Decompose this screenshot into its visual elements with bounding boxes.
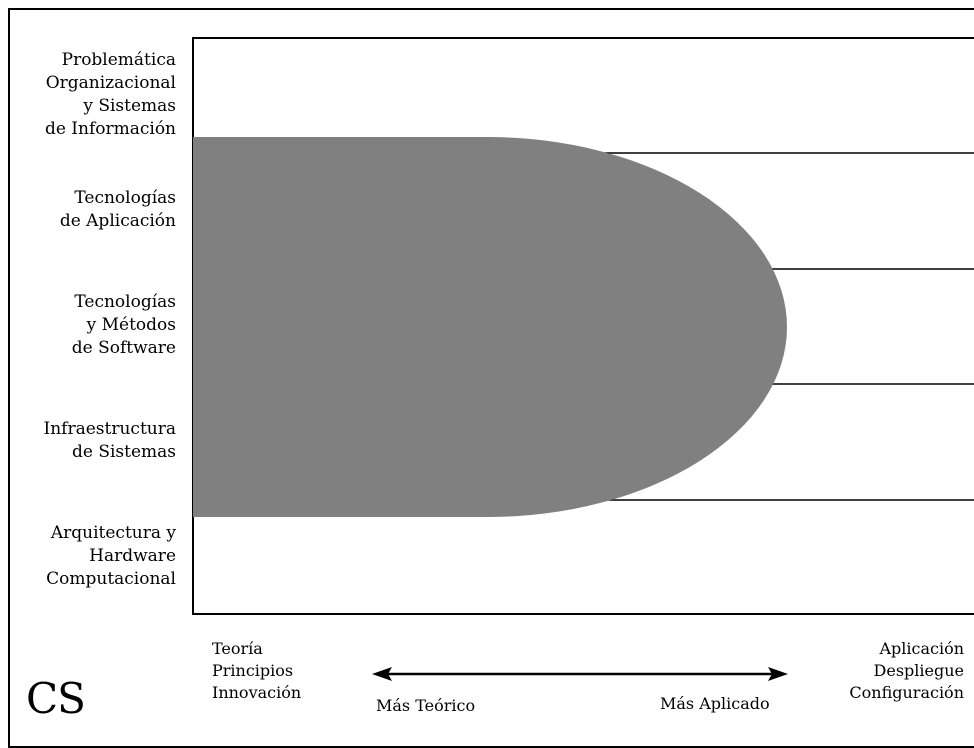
row-label-organizational: Problemática Organizacional y Sistemas d… [45, 49, 176, 141]
row-label-line: de Sistemas [71, 442, 176, 462]
arrow-head-left-icon [372, 667, 392, 681]
coverage-region [193, 137, 787, 517]
row-label-line: de Software [71, 338, 176, 358]
row-label-line: Arquitectura y [50, 523, 176, 543]
discipline-diagram [192, 37, 974, 681]
row-label-systems-infrastructure: Infraestructura de Sistemas [44, 418, 176, 464]
row-label-line: Tecnologías [74, 292, 176, 312]
row-label-software-methods: Tecnologías y Métodos de Software [72, 291, 176, 360]
row-label-line: Infraestructura [43, 419, 176, 439]
axis-end-line: Despliegue [873, 661, 964, 680]
axis-end-line: Innovación [212, 683, 302, 702]
application-end-label: Aplicación Despliegue Configuración [849, 638, 964, 704]
row-label-line: Computacional [46, 569, 176, 589]
row-label-line: Hardware [89, 546, 176, 566]
row-label-line: y Métodos [86, 315, 176, 335]
axis-end-line: Principios [212, 661, 294, 680]
row-label-application-tech: Tecnologías de Aplicación [60, 187, 176, 233]
row-label-line: y Sistemas [83, 96, 176, 116]
axis-end-line: Teoría [212, 639, 263, 658]
more-applied-label: Más Aplicado [660, 694, 770, 713]
discipline-mark: CS [26, 674, 86, 723]
row-label-line: Problemática [61, 50, 176, 70]
theory-end-label: Teoría Principios Innovación [212, 638, 301, 704]
row-label-line: de Aplicación [59, 211, 176, 231]
axis-end-line: Configuración [849, 683, 964, 702]
row-label-line: Tecnologías [74, 188, 176, 208]
row-label-hardware: Arquitectura y Hardware Computacional [46, 522, 176, 591]
row-label-line: Organizacional [45, 73, 176, 93]
axis-end-line: Aplicación [879, 639, 964, 658]
more-theoretical-label: Más Teórico [376, 696, 476, 715]
arrow-head-right-icon [768, 667, 788, 681]
row-label-line: de Información [44, 119, 176, 139]
